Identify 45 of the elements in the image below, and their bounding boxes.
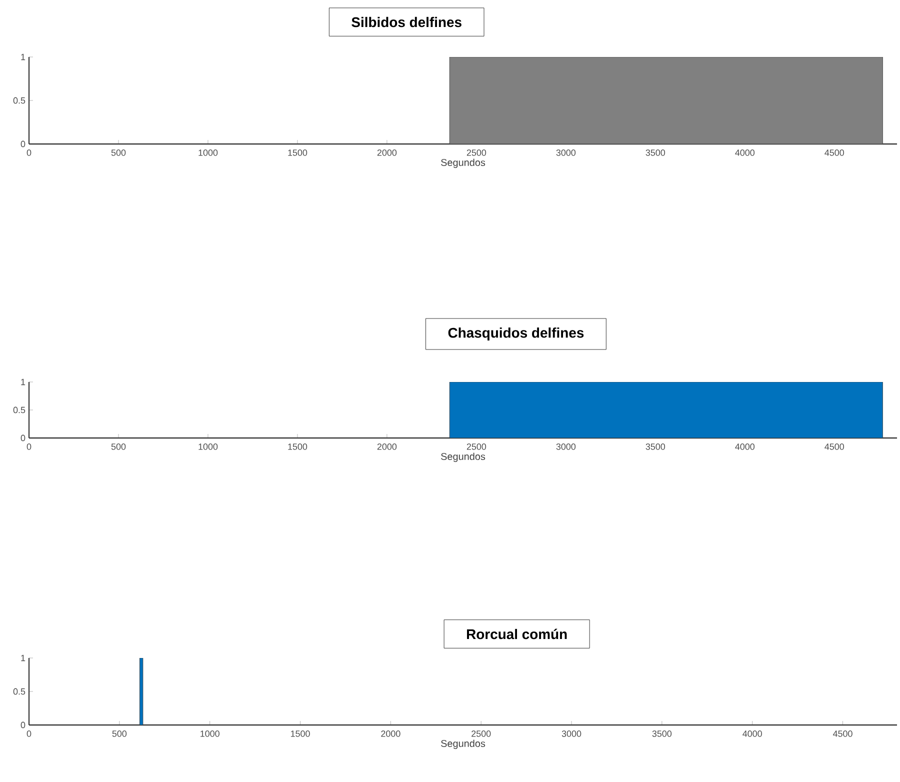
x-tick-label: 4000 — [742, 730, 762, 737]
x-tick-label: 1500 — [288, 444, 308, 450]
x-tick-label: 500 — [112, 730, 127, 737]
x-tick-label: 3500 — [646, 444, 666, 450]
x-tick-label: 0 — [26, 730, 32, 737]
y-tick-label: 0 — [20, 140, 26, 148]
x-tick-label: 2500 — [466, 149, 486, 156]
x-tick-label: 1500 — [290, 730, 310, 737]
y-tick-label: 1 — [21, 54, 26, 60]
chart-title: Silbidos delfines — [352, 16, 462, 28]
x-tick-label: 4500 — [824, 444, 844, 450]
chart-title: Chasquidos delfines — [448, 328, 584, 340]
x-tick-label: 3000 — [556, 444, 576, 450]
x-tick-label: 2500 — [472, 730, 491, 737]
x-tick-label: 2000 — [377, 149, 397, 156]
x-tick-label: 3000 — [562, 730, 582, 737]
x-tick-label: 2000 — [381, 730, 400, 737]
y-tick-label: 0.5 — [13, 406, 26, 414]
x-axis-title: Segundos — [441, 158, 486, 168]
x-tick-label: 1500 — [288, 149, 308, 156]
x-tick-label: 3000 — [556, 149, 576, 156]
y-tick-label: 0.5 — [13, 97, 26, 104]
x-tick-label: 1000 — [200, 730, 220, 737]
x-tick-label: 3500 — [646, 149, 666, 156]
x-tick-label: 500 — [111, 444, 126, 450]
x-tick-label: 4000 — [735, 149, 755, 156]
x-tick-label: 3500 — [652, 730, 672, 737]
chart-title: Rorcual común — [467, 628, 567, 640]
y-tick-label: 1 — [21, 378, 26, 386]
x-tick-label: 1000 — [198, 444, 218, 450]
x-tick-label: 2000 — [377, 444, 397, 450]
x-tick-label: 0 — [26, 149, 32, 156]
x-tick-label: 500 — [111, 149, 126, 156]
y-tick-label: 0.5 — [13, 688, 26, 695]
x-tick-label: 1000 — [198, 149, 218, 156]
x-axis-title: Segundos — [441, 740, 486, 749]
x-tick-label: 2500 — [466, 444, 486, 450]
y-tick-label: 0 — [20, 722, 26, 728]
x-tick-label: 0 — [26, 444, 32, 450]
x-axis-title: Segundos — [441, 452, 486, 462]
y-tick-label: 1 — [21, 654, 26, 662]
x-tick-label: 4500 — [832, 730, 852, 737]
x-tick-label: 4500 — [824, 149, 844, 156]
x-tick-label: 4000 — [735, 444, 755, 450]
y-tick-label: 0 — [20, 434, 26, 442]
